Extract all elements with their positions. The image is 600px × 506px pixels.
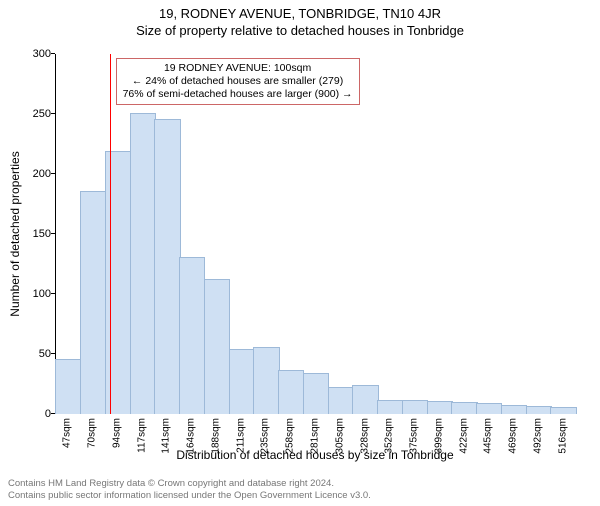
x-tick-label: 469sqm xyxy=(508,418,519,454)
y-tick-label: 50 xyxy=(39,348,55,360)
histogram-bar xyxy=(476,403,502,414)
y-tick-label: 100 xyxy=(33,288,55,300)
x-tick-label: 281sqm xyxy=(310,418,321,454)
footer-line: Contains HM Land Registry data © Crown c… xyxy=(8,478,371,490)
x-tick-label: 211sqm xyxy=(235,418,246,453)
x-tick-label: 492sqm xyxy=(532,418,543,454)
x-tick-label: 94sqm xyxy=(111,418,122,448)
x-tick-label: 235sqm xyxy=(260,418,271,454)
page-subtitle: Size of property relative to detached ho… xyxy=(0,23,600,38)
annotation-line: ← 24% of detached houses are smaller (27… xyxy=(123,75,353,88)
x-tick-label: 117sqm xyxy=(136,418,147,453)
y-tick-label: 0 xyxy=(45,408,55,420)
histogram-bar xyxy=(451,402,477,414)
histogram-bar xyxy=(179,257,205,414)
annotation-box: 19 RODNEY AVENUE: 100sqm← 24% of detache… xyxy=(116,58,360,105)
histogram-bar xyxy=(303,373,329,414)
histogram-bar xyxy=(550,407,576,414)
x-tick-label: 516sqm xyxy=(557,418,568,454)
y-tick-mark xyxy=(51,353,55,354)
x-tick-label: 445sqm xyxy=(483,418,494,454)
annotation-line: 76% of semi-detached houses are larger (… xyxy=(123,88,353,101)
histogram-bar xyxy=(328,387,354,414)
x-tick-label: 305sqm xyxy=(334,418,345,454)
y-tick-mark xyxy=(51,293,55,294)
histogram-bar xyxy=(501,405,527,414)
histogram-bar xyxy=(427,401,453,414)
x-tick-label: 422sqm xyxy=(458,418,469,454)
histogram-bar xyxy=(402,400,428,414)
x-tick-label: 328sqm xyxy=(359,418,370,454)
annotation-line: 19 RODNEY AVENUE: 100sqm xyxy=(123,62,353,75)
histogram-bar xyxy=(130,113,156,414)
x-tick-label: 258sqm xyxy=(285,418,296,454)
x-tick-label: 70sqm xyxy=(87,418,98,448)
x-tick-label: 188sqm xyxy=(210,418,221,454)
y-tick-label: 200 xyxy=(33,168,55,180)
y-tick-label: 150 xyxy=(33,228,55,240)
property-marker-line xyxy=(110,54,111,414)
x-tick-label: 375sqm xyxy=(409,418,420,454)
x-tick-label: 399sqm xyxy=(433,418,444,454)
y-tick-label: 250 xyxy=(33,108,55,120)
histogram-chart: Number of detached properties Distributi… xyxy=(55,54,575,414)
x-tick-label: 352sqm xyxy=(384,418,395,454)
histogram-bar xyxy=(278,370,304,414)
histogram-bar xyxy=(377,400,403,414)
footer-attribution: Contains HM Land Registry data © Crown c… xyxy=(8,478,371,502)
page-title: 19, RODNEY AVENUE, TONBRIDGE, TN10 4JR xyxy=(0,6,600,21)
y-axis-label: Number of detached properties xyxy=(8,151,22,316)
histogram-bar xyxy=(352,385,378,414)
x-tick-label: 141sqm xyxy=(161,418,172,454)
y-tick-mark xyxy=(51,233,55,234)
histogram-bar xyxy=(229,349,255,414)
histogram-bar xyxy=(154,119,180,414)
histogram-bar xyxy=(253,347,279,414)
y-tick-mark xyxy=(51,173,55,174)
y-tick-mark xyxy=(51,53,55,54)
x-tick-label: 47sqm xyxy=(62,418,73,448)
histogram-bar xyxy=(80,191,106,414)
y-tick-mark xyxy=(51,113,55,114)
footer-line: Contains public sector information licen… xyxy=(8,490,371,502)
histogram-bar xyxy=(55,359,81,414)
y-tick-label: 300 xyxy=(33,48,55,60)
histogram-bar xyxy=(204,279,230,414)
histogram-bar xyxy=(526,406,552,414)
x-tick-label: 164sqm xyxy=(186,418,197,454)
